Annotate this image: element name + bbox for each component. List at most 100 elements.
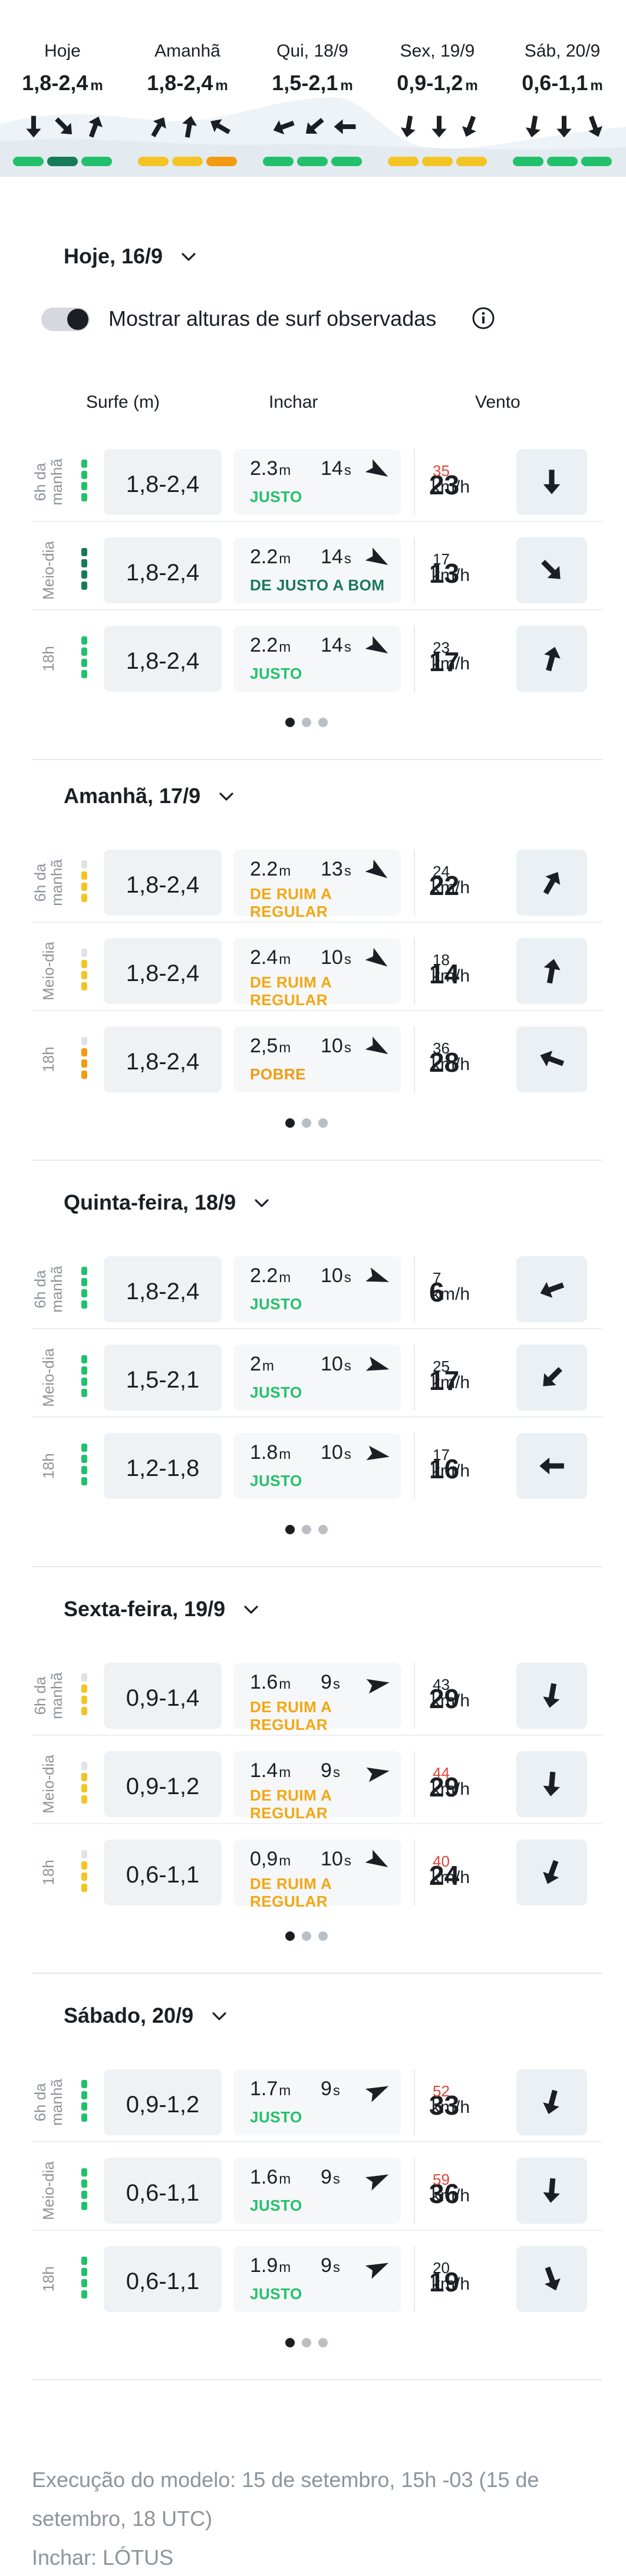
day-section-title[interactable]: Amanhã, 17/9 — [64, 784, 201, 808]
forecast-row[interactable]: 6h da manhã 1,8-2,4 2.3m 14s JUSTO 23 35 km/h — [31, 442, 602, 522]
surf-height-box[interactable]: 1,8-2,4 — [104, 626, 222, 692]
surf-height-box[interactable]: 0,9-1,4 — [104, 1663, 222, 1729]
wind-direction-box[interactable] — [516, 1839, 587, 1905]
swell-box[interactable]: 1.8m 10s JUSTO — [233, 1433, 401, 1499]
surf-height-box[interactable]: 1,8-2,4 — [104, 1256, 222, 1322]
swell-box[interactable]: 2,5m 10s POBRE — [233, 1026, 401, 1092]
pagination-dot[interactable] — [318, 1525, 328, 1534]
swell-box[interactable]: 2.4m 10s DE RUIM A REGULAR — [233, 938, 401, 1009]
pagination-dot[interactable] — [318, 718, 328, 727]
chevron-down-icon[interactable] — [240, 1599, 262, 1620]
wind-direction-box[interactable] — [516, 537, 587, 603]
swell-box[interactable]: 2.2m 14s DE JUSTO A BOM — [233, 537, 401, 603]
surf-height-box[interactable]: 0,6-1,1 — [104, 2246, 222, 2312]
wind-direction-box[interactable] — [516, 2158, 587, 2224]
wind-direction-box[interactable] — [516, 1256, 587, 1322]
swell-box[interactable]: 2.3m 14s JUSTO — [233, 449, 401, 515]
swell-box[interactable]: 1.7m 9s JUSTO — [233, 2069, 401, 2135]
wind-info: 13 17 km/h — [429, 548, 523, 595]
day-section-title[interactable]: Sexta-feira, 19/9 — [64, 1597, 226, 1621]
wind-direction-box[interactable] — [516, 1026, 587, 1092]
wind-direction-box[interactable] — [516, 938, 587, 1004]
day-section-title[interactable]: Quinta-feira, 18/9 — [64, 1190, 236, 1214]
swell-box[interactable]: 2.2m 13s DE RUIM A REGULAR — [233, 850, 401, 920]
wind-direction-box[interactable] — [516, 626, 587, 692]
pagination-dot[interactable] — [285, 1118, 295, 1128]
pagination-dot[interactable] — [285, 718, 295, 727]
forecast-row[interactable]: Meio-dia 1,8-2,4 2.4m 10s DE RUIM A REGULAR 1… — [32, 931, 602, 1011]
surf-height-box[interactable]: 0,9-1,2 — [104, 1751, 222, 1817]
wind-direction-box[interactable] — [516, 2246, 587, 2312]
chevron-down-icon[interactable] — [251, 1193, 272, 1214]
swell-box[interactable]: 1.4m 9s DE RUIM A REGULAR — [233, 1751, 401, 1822]
surf-height-box[interactable]: 0,6-1,1 — [104, 2158, 222, 2224]
wind-direction-box[interactable] — [516, 1345, 587, 1411]
pagination-dot[interactable] — [285, 2338, 295, 2347]
swell-height-value: 1.6 — [250, 2166, 278, 2188]
pagination-dots[interactable] — [285, 1931, 342, 1941]
surf-height-box[interactable]: 1,8-2,4 — [104, 938, 222, 1004]
strip-day[interactable]: Sáb, 20/9 0,6-1,1 m — [500, 0, 625, 177]
wind-direction-box[interactable] — [516, 1751, 587, 1817]
surf-height-box[interactable]: 1,8-2,4 — [104, 1026, 222, 1092]
day-section-title[interactable]: Sábado, 20/9 — [64, 2003, 194, 2027]
pagination-dot[interactable] — [318, 1118, 328, 1128]
day-section-title[interactable]: Hoje, 16/9 — [64, 244, 163, 268]
swell-box[interactable]: 2m 10s JUSTO — [233, 1345, 401, 1411]
swell-box[interactable]: 2.2m 10s JUSTO — [233, 1256, 401, 1322]
surf-height-box[interactable]: 0,6-1,1 — [104, 1839, 222, 1905]
strip-day[interactable]: Sex, 19/9 0,9-1,2 m — [375, 0, 500, 177]
pagination-dot[interactable] — [302, 2338, 311, 2347]
pagination-dot[interactable] — [302, 1118, 311, 1128]
chevron-down-icon[interactable] — [178, 246, 199, 267]
surf-height-box[interactable]: 1,8-2,4 — [104, 850, 222, 916]
forecast-row[interactable]: 18h 0,6-1,1 1.9m 9s JUSTO 19 20 km/h — [32, 2239, 602, 2319]
observed-heights-toggle[interactable] — [41, 308, 90, 331]
forecast-row[interactable]: 18h 1,2-1,8 1.8m 10s JUSTO 16 17 km/h — [32, 1426, 602, 1506]
swell-box[interactable]: 1.6m 9s DE RUIM A REGULAR — [233, 1663, 401, 1733]
forecast-row[interactable]: 6h da manhã 1,8-2,4 2.2m 10s JUSTO 6 7 km/h — [31, 1249, 602, 1329]
swell-box[interactable]: 1.9m 9s JUSTO — [233, 2246, 401, 2312]
pagination-dot[interactable] — [318, 1931, 328, 1941]
wind-direction-box[interactable] — [516, 1663, 587, 1729]
pagination-dots[interactable] — [285, 1525, 342, 1534]
info-icon[interactable] — [472, 306, 495, 330]
wind-direction-box[interactable] — [516, 2069, 587, 2135]
swell-box[interactable]: 2.2m 14s JUSTO — [233, 626, 401, 692]
forecast-row[interactable]: Meio-dia 0,6-1,1 1.6m 9s JUSTO 36 59 km/h — [32, 2151, 602, 2231]
pagination-dot[interactable] — [302, 1931, 311, 1941]
forecast-row[interactable]: Meio-dia 0,9-1,2 1.4m 9s DE RUIM A REGULAR 29… — [32, 1744, 602, 1824]
forecast-row[interactable]: 6h da manhã 1,8-2,4 2.2m 13s DE RUIM A REGUL… — [31, 843, 602, 923]
forecast-row[interactable]: 6h da manhã 0,9-1,4 1.6m 9s DE RUIM A REGULA… — [31, 1656, 602, 1736]
forecast-row[interactable]: 18h 0,6-1,1 0,9m 10s DE RUIM A REGULAR 24 40 km… — [32, 1832, 602, 1913]
surf-height-box[interactable]: 1,2-1,8 — [104, 1433, 222, 1499]
surf-height-box[interactable]: 1,8-2,4 — [104, 449, 222, 515]
strip-day[interactable]: Qui, 18/9 1,5-2,1 m — [250, 0, 375, 177]
pagination-dots[interactable] — [285, 1118, 342, 1128]
pagination-dot[interactable] — [318, 2338, 328, 2347]
pagination-dots[interactable] — [285, 718, 342, 727]
chevron-down-icon[interactable] — [209, 2006, 230, 2027]
wind-direction-box[interactable] — [516, 850, 587, 916]
forecast-row[interactable]: 18h 1,8-2,4 2,5m 10s POBRE 28 36 km/h — [32, 1019, 602, 1099]
forecast-row[interactable]: Meio-dia 1,5-2,1 2m 10s JUSTO 17 25 km/h — [32, 1337, 602, 1418]
pagination-dot[interactable] — [285, 1931, 295, 1941]
swell-box[interactable]: 1.6m 9s JUSTO — [233, 2158, 401, 2224]
swell-box[interactable]: 0,9m 10s DE RUIM A REGULAR — [233, 1839, 401, 1910]
wind-direction-box[interactable] — [516, 1433, 587, 1499]
forecast-row[interactable]: Meio-dia 1,8-2,4 2.2m 14s DE JUSTO A BOM 13 17… — [32, 530, 602, 610]
forecast-row[interactable]: 18h 1,8-2,4 2.2m 14s JUSTO 17 23 km/h — [32, 619, 602, 699]
surf-height-box[interactable]: 0,9-1,2 — [104, 2069, 222, 2135]
strip-day[interactable]: Amanhã 1,8-2,4 m — [125, 0, 250, 177]
surf-level-indicator — [81, 548, 87, 595]
pagination-dots[interactable] — [285, 2338, 342, 2347]
surf-height-box[interactable]: 1,5-2,1 — [104, 1345, 222, 1411]
pagination-dot[interactable] — [285, 1525, 295, 1534]
forecast-row[interactable]: 6h da manhã 0,9-1,2 1.7m 9s JUSTO 33 52 km/h — [31, 2062, 602, 2142]
chevron-down-icon[interactable] — [216, 786, 237, 807]
wind-direction-box[interactable] — [516, 449, 587, 515]
pagination-dot[interactable] — [302, 718, 311, 727]
surf-height-box[interactable]: 1,8-2,4 — [104, 537, 222, 603]
pagination-dot[interactable] — [302, 1525, 311, 1534]
strip-day[interactable]: Hoje 1,8-2,4 m — [0, 0, 125, 177]
